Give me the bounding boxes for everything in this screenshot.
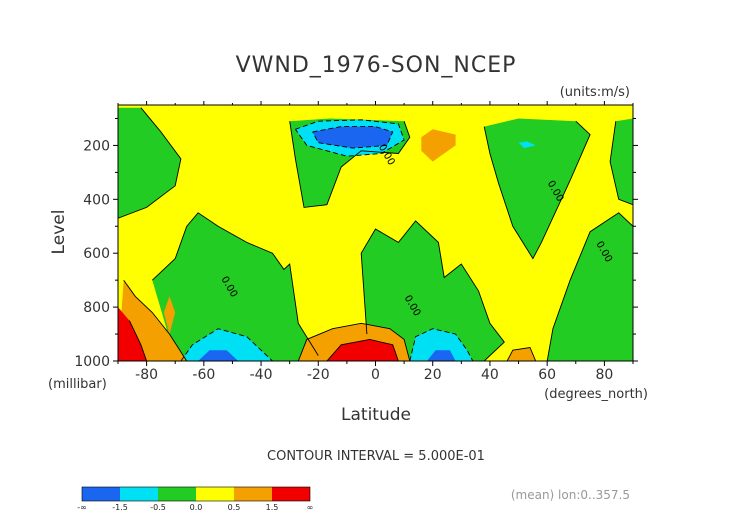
contour-lines bbox=[118, 107, 633, 361]
contour-region bbox=[361, 220, 505, 361]
contour-region bbox=[326, 339, 399, 361]
y-tick-label: 1000 bbox=[74, 354, 110, 370]
x-axis: -80 -60 -40 -20 0 20 40 60 80 bbox=[117, 101, 634, 383]
colorbar-label: 1.5 bbox=[266, 503, 279, 512]
y-tick-label: 200 bbox=[83, 138, 110, 154]
mean-text: (mean) lon:0..357.5 bbox=[511, 488, 630, 502]
colorbar-label: 0.5 bbox=[228, 503, 241, 512]
colorbar-label: ∞ bbox=[307, 503, 314, 512]
colorbar-swatch bbox=[158, 487, 196, 501]
contour-region bbox=[507, 347, 536, 361]
contour-region bbox=[409, 328, 473, 361]
contour-line bbox=[128, 320, 148, 361]
contour-line bbox=[609, 121, 633, 206]
contour-line bbox=[312, 126, 394, 149]
contour-region bbox=[484, 118, 591, 259]
y-axis: 200 400 600 800 1000 bbox=[74, 117, 638, 370]
colorbar-frame bbox=[81, 486, 311, 502]
plot-area: 0.000.000.000.000.00 bbox=[117, 104, 634, 362]
x-tick-label: -80 bbox=[135, 367, 158, 383]
x-tick-label: 40 bbox=[481, 367, 499, 383]
filled-contour-regions bbox=[118, 107, 633, 361]
y-tick-label: 600 bbox=[83, 246, 110, 262]
contour-region bbox=[547, 212, 633, 361]
x-tick-label: 0 bbox=[371, 367, 380, 383]
contour-line bbox=[483, 120, 591, 260]
colorbar-swatch bbox=[82, 487, 120, 501]
colorbar-label: -∞ bbox=[77, 503, 87, 512]
contour-region bbox=[421, 129, 456, 162]
contour-region bbox=[180, 328, 273, 361]
colorbar-swatch bbox=[272, 487, 310, 501]
colorbar-label: -0.5 bbox=[150, 503, 166, 512]
contour-line bbox=[326, 338, 399, 361]
colorbar-label: -1.5 bbox=[112, 503, 128, 512]
colorbar: -∞ -1.5 -0.5 0.0 0.5 1.5 ∞ bbox=[77, 486, 314, 512]
x-axis-title: Latitude bbox=[341, 405, 411, 425]
x-tick-label: -40 bbox=[250, 367, 273, 383]
y-units-label: (millibar) bbox=[48, 377, 107, 392]
contour-region bbox=[198, 350, 239, 361]
contour-line bbox=[546, 212, 633, 361]
x-tick-label: -60 bbox=[192, 367, 215, 383]
contour-region bbox=[163, 296, 176, 335]
contour-line bbox=[151, 212, 319, 356]
colorbar-swatch bbox=[196, 487, 234, 501]
contour-line bbox=[360, 220, 505, 361]
x-tick-label: 60 bbox=[538, 367, 556, 383]
contour-region bbox=[312, 126, 393, 149]
contour-line bbox=[297, 322, 411, 361]
contour-line bbox=[295, 119, 405, 157]
contour-line bbox=[180, 328, 273, 361]
colorbar-swatch bbox=[234, 487, 272, 501]
chart-title: VWND_1976-SON_NCEP bbox=[236, 53, 517, 78]
y-tick-label: 400 bbox=[83, 192, 110, 208]
contour-line bbox=[118, 107, 182, 219]
x-tick-label: -20 bbox=[307, 367, 330, 383]
units-label: (units:m/s) bbox=[560, 85, 630, 100]
contour-interval-text: CONTOUR INTERVAL = 5.000E-01 bbox=[267, 449, 485, 464]
y-tick-label: 800 bbox=[83, 300, 110, 316]
contour-line bbox=[289, 121, 411, 208]
y-axis-title: Level bbox=[49, 210, 69, 255]
contour-line bbox=[123, 279, 188, 361]
x-units-label: (degrees_north) bbox=[544, 387, 648, 402]
contour-region bbox=[118, 307, 147, 361]
contour-region bbox=[518, 141, 536, 149]
colorbar-label: 0.0 bbox=[190, 503, 203, 512]
contour-region bbox=[118, 107, 181, 219]
colorbar-swatch bbox=[120, 487, 158, 501]
contour-line bbox=[506, 347, 537, 361]
x-tick-label: 80 bbox=[595, 367, 613, 383]
contour-region bbox=[427, 350, 456, 361]
contour-line bbox=[409, 328, 474, 361]
x-tick-label: 20 bbox=[424, 367, 442, 383]
contour-region bbox=[152, 212, 319, 361]
contour-region bbox=[610, 118, 633, 205]
